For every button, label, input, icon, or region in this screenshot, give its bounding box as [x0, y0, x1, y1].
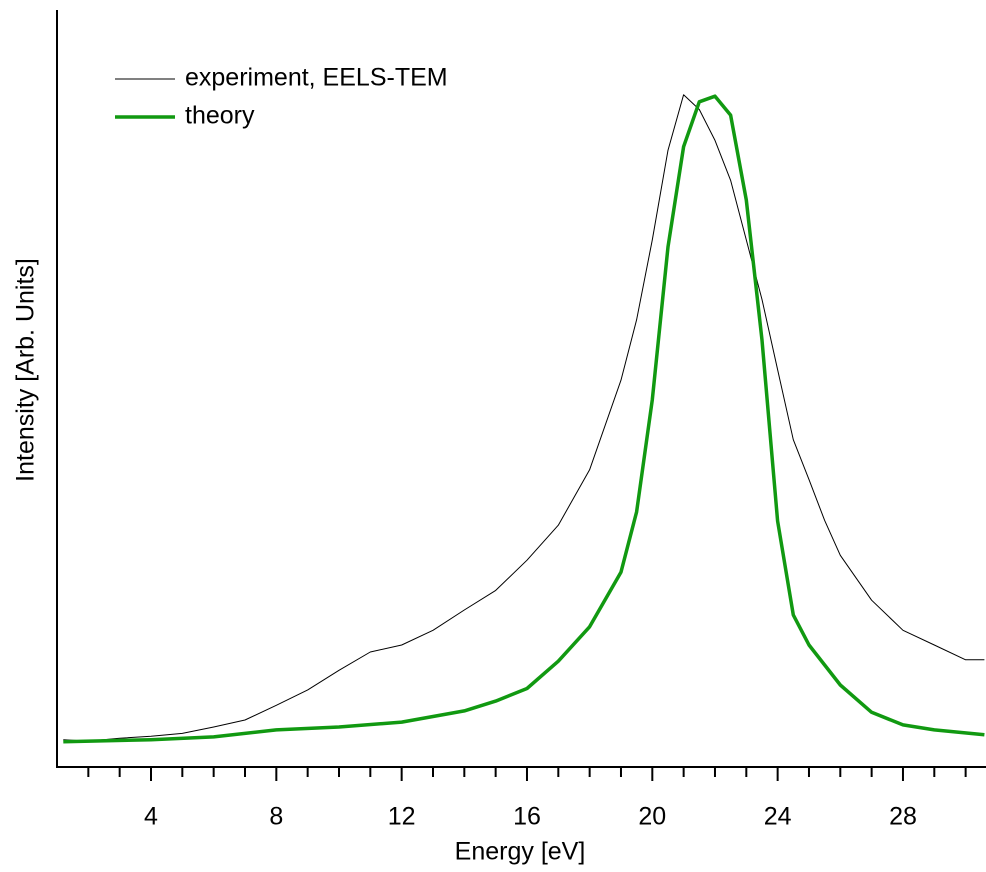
- x-tick-label: 20: [638, 803, 666, 831]
- x-tick-label: 24: [764, 803, 792, 831]
- data-line: [63, 94, 985, 744]
- x-axis-label: Energy [eV]: [455, 838, 586, 866]
- x-tick-label: 8: [269, 803, 283, 831]
- legend-label: experiment, EELS-TEM: [185, 64, 448, 92]
- x-tick-label: 4: [144, 803, 158, 831]
- x-tick-label: 28: [889, 803, 917, 831]
- y-axis-label: Intensity [Arb. Units]: [12, 258, 40, 482]
- legend-label: theory: [185, 102, 255, 130]
- x-tick-label: 12: [388, 803, 416, 831]
- x-tick-label: 16: [513, 803, 541, 831]
- data-line: [63, 94, 985, 742]
